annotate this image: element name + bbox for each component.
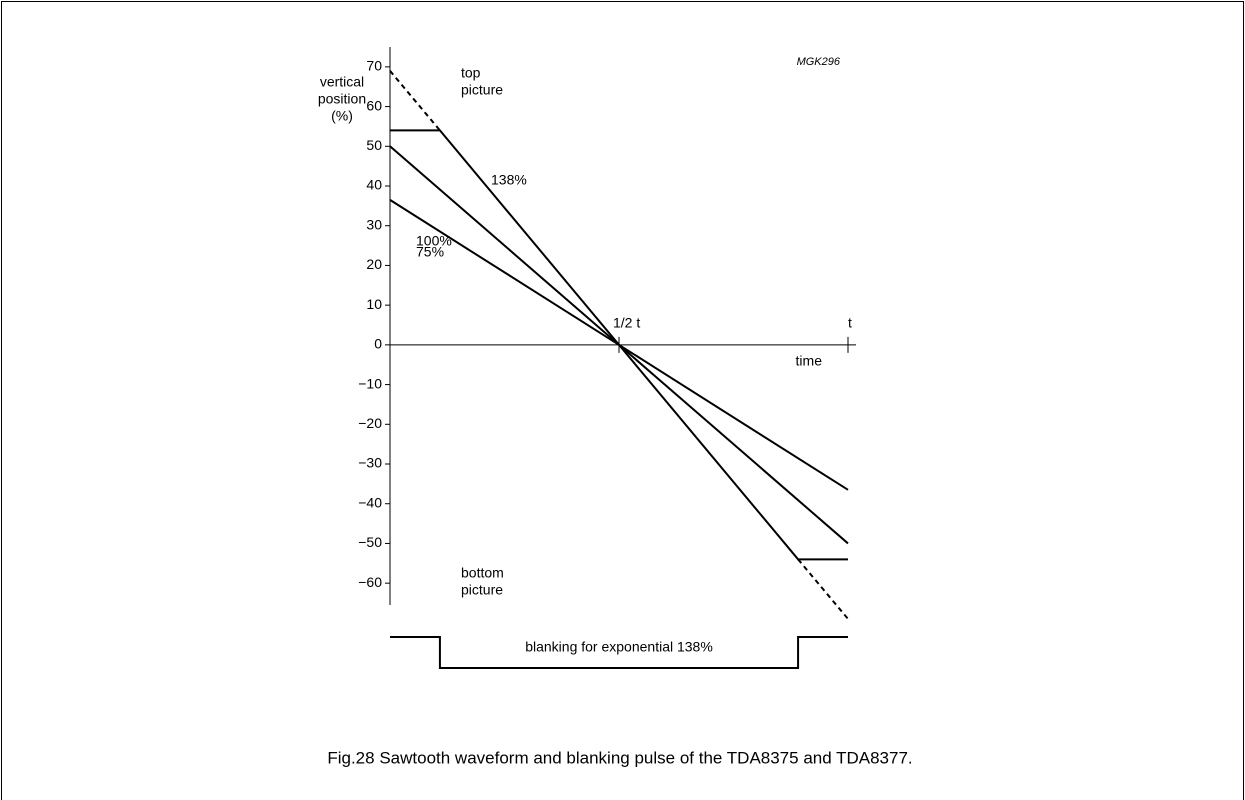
y-axis-label: (%)	[331, 108, 353, 124]
y-tick-label: 60	[366, 97, 382, 113]
y-tick-label: 50	[366, 137, 382, 153]
series-label: 75%	[416, 244, 444, 260]
x-tick-label: 1/2 t	[613, 315, 640, 331]
x-tick-label: t	[848, 315, 852, 331]
y-axis-label: position	[318, 91, 366, 107]
y-tick-label: −10	[358, 375, 382, 391]
y-tick-label: −50	[358, 534, 382, 550]
bottom-picture-label: bottom	[461, 565, 504, 581]
y-tick-label: 0	[374, 336, 382, 352]
figure-code: MGK296	[797, 56, 841, 68]
y-tick-label: 70	[366, 58, 382, 74]
x-axis-label: time	[796, 353, 823, 369]
bottom-picture-label: picture	[461, 582, 503, 598]
y-tick-label: −40	[358, 494, 382, 510]
blanking-label: blanking for exponential 138%	[525, 639, 713, 655]
extrapolated-line	[797, 558, 849, 620]
caption: Fig.28 Sawtooth waveform and blanking pu…	[327, 748, 912, 767]
y-tick-label: −60	[358, 574, 382, 590]
y-tick-label: −30	[358, 455, 382, 471]
y-axis-label: vertical	[320, 74, 364, 90]
y-tick-label: 30	[366, 216, 382, 232]
extrapolated-line	[389, 70, 441, 132]
series-label: 138%	[491, 172, 527, 188]
series-label: 100%	[416, 233, 452, 249]
top-picture-label: picture	[461, 82, 503, 98]
y-tick-label: −20	[358, 415, 382, 431]
y-tick-label: 20	[366, 256, 382, 272]
series-line	[389, 199, 849, 491]
blanking-pulse	[390, 636, 848, 669]
y-tick-label: 10	[366, 296, 382, 312]
y-tick-label: 40	[366, 177, 382, 193]
top-picture-label: top	[461, 65, 481, 81]
